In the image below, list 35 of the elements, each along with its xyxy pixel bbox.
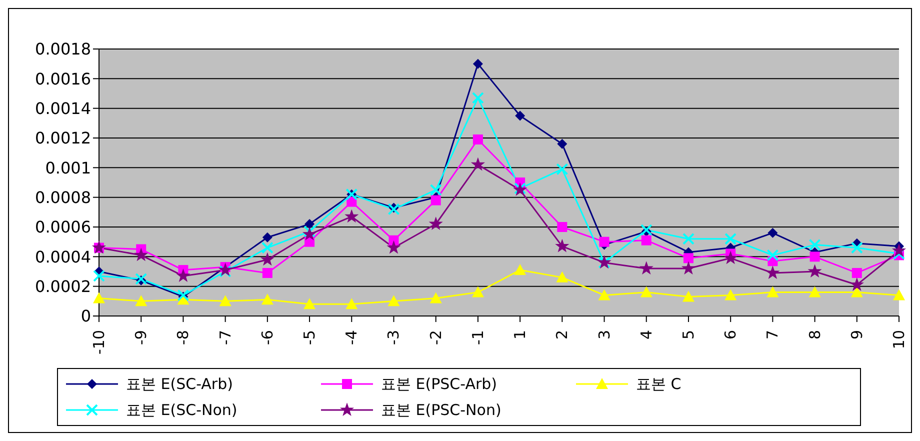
- y-tick-label: 0.0012: [35, 128, 91, 148]
- x-tick-label: -3: [384, 330, 403, 345]
- y-tick-label: 0: [80, 306, 91, 326]
- x-tick-label: 5: [679, 330, 698, 340]
- y-tick-label: 0.0014: [35, 99, 91, 118]
- legend-label: 표본 E(SC-Arb): [126, 374, 233, 394]
- legend-label: 표본 C: [636, 374, 682, 394]
- x-tick-label: -7: [216, 330, 234, 345]
- y-tick-label: 0.0016: [35, 69, 91, 88]
- x-tick-label: -1: [468, 330, 487, 345]
- x-tick-label: 2: [553, 330, 572, 340]
- x-tick-label: 8: [806, 330, 824, 340]
- y-tick-label: 0.0008: [35, 188, 91, 208]
- x-tick-label: -6: [258, 330, 276, 345]
- x-tick-label: 4: [637, 330, 656, 340]
- x-tick-label: -2: [426, 330, 445, 345]
- x-tick-label: -9: [132, 330, 150, 345]
- x-tick-label: 10: [890, 330, 908, 350]
- x-tick-label: -4: [342, 330, 361, 345]
- x-tick-label: 6: [722, 330, 740, 340]
- x-tick-label: 9: [848, 330, 866, 340]
- y-tick-label: 0.001: [45, 158, 91, 178]
- legend-label: 표본 E(SC-Non): [126, 400, 238, 420]
- y-tick-label: 0.0002: [35, 277, 91, 296]
- legend-label: 표본 E(PSC-Non): [381, 400, 502, 420]
- x-tick-label: 1: [511, 330, 530, 340]
- x-tick-label: 7: [764, 330, 782, 340]
- legend-label: 표본 E(PSC-Arb): [381, 374, 498, 394]
- y-tick-label: 0.0004: [35, 247, 91, 266]
- x-tick-label: 3: [595, 330, 614, 340]
- y-tick-label: 0.0018: [35, 40, 91, 59]
- x-tick-label: -5: [300, 330, 319, 345]
- x-tick-label: -8: [174, 330, 192, 345]
- x-tick-label: -10: [90, 330, 108, 354]
- y-tick-label: 0.0006: [35, 218, 91, 237]
